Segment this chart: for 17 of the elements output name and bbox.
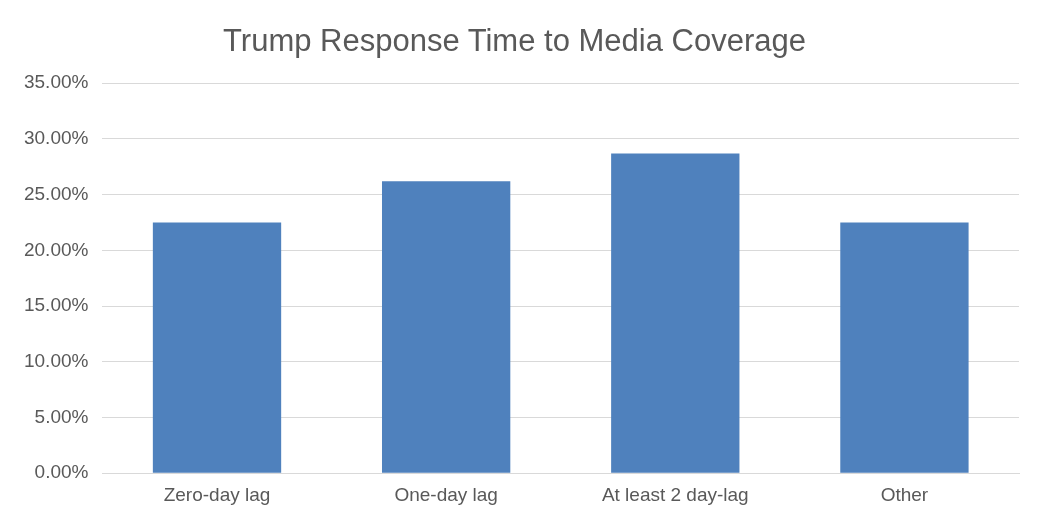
x-tick-label: At least 2 day-lag (601, 483, 749, 505)
chart-title: Trump Response Time to Media Coverage (223, 23, 806, 59)
y-tick-label: 15.00% (23, 294, 89, 316)
y-tick-label: 25.00% (23, 182, 89, 204)
x-tick-label: Other (880, 483, 929, 505)
x-tick-label: One-day lag (394, 483, 498, 505)
y-tick-label: 5.00% (34, 405, 89, 427)
y-tick-label: 20.00% (23, 238, 89, 260)
y-tick-label: 30.00% (23, 127, 89, 149)
y-tick-label: 10.00% (23, 350, 89, 372)
bar (611, 153, 740, 473)
y-tick-label: 35.00% (23, 71, 89, 93)
bar (152, 222, 282, 473)
bar (840, 222, 969, 473)
bar (381, 181, 511, 473)
y-tick-label: 0.00% (34, 461, 89, 483)
x-tick-label: Zero-day lag (163, 483, 271, 505)
